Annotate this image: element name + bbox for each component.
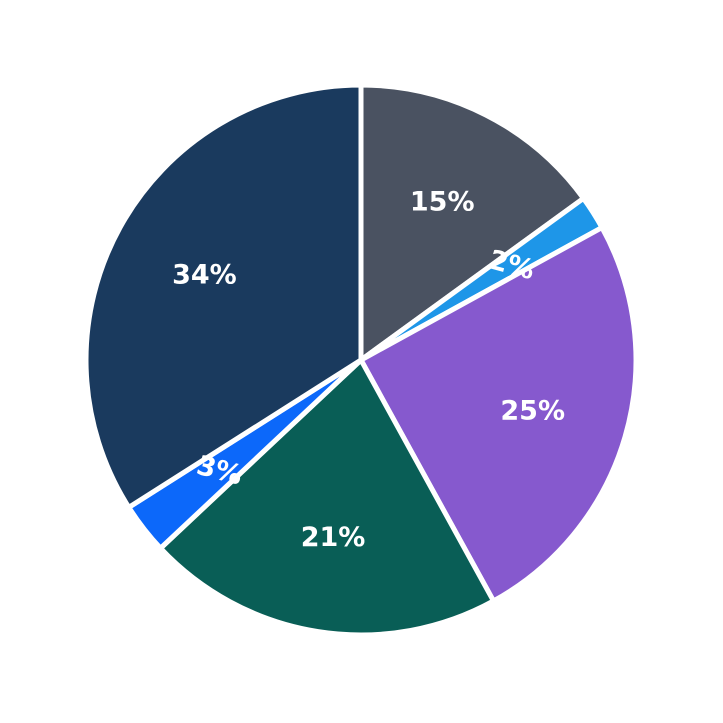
pie-label-slice-34: 34% xyxy=(172,260,237,291)
pie-labels: 15%2%25%21%3%34% xyxy=(172,186,565,553)
pie-label-slice-25: 25% xyxy=(500,396,565,427)
pie-slice-34 xyxy=(83,82,364,510)
pie-label-slice-21: 21% xyxy=(301,522,366,553)
pie-wedges xyxy=(83,82,639,638)
pie-slice-15 xyxy=(358,82,586,363)
pie-label-slice-15: 15% xyxy=(410,186,475,217)
pie-slice-25 xyxy=(358,225,639,604)
pie-slice-21 xyxy=(158,357,496,638)
